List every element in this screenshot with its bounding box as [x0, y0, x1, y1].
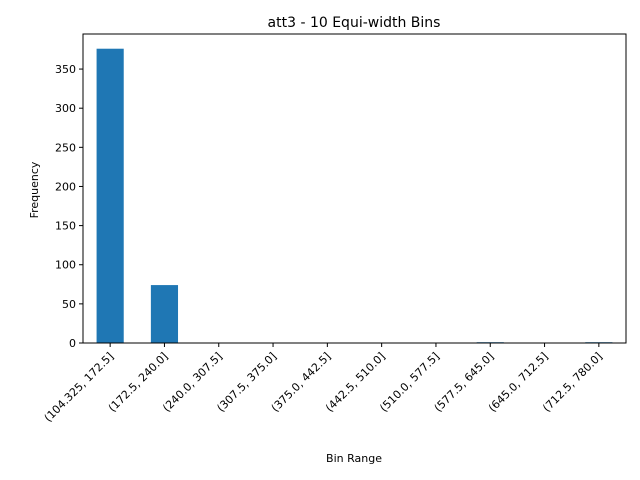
- y-tick-label-7: 350: [55, 63, 76, 76]
- y-tick-label-5: 250: [55, 141, 76, 154]
- bar-0: [96, 48, 124, 344]
- y-tick-label-2: 100: [55, 259, 76, 272]
- plot-frame: [82, 33, 627, 344]
- x-tick-label-0: (104.325, 172.5]: [42, 350, 117, 425]
- x-axis-label: Bin Range: [326, 452, 382, 465]
- y-axis-ticks: 0 50 100 150 200 250 300 350: [55, 63, 83, 350]
- y-tick-label-6: 300: [55, 102, 76, 115]
- bars-group: [96, 48, 613, 344]
- bar-1: [150, 285, 179, 343]
- y-tick-label-0: 0: [69, 337, 76, 350]
- y-tick-label-3: 150: [55, 220, 76, 233]
- y-axis-label: Frequency: [28, 161, 41, 218]
- y-tick-label-1: 50: [62, 298, 76, 311]
- chart-title: att3 - 10 Equi-width Bins: [268, 15, 441, 31]
- x-axis-ticks: (104.325, 172.5](172.5, 240.0](240.0, 30…: [42, 343, 605, 425]
- y-tick-label-4: 200: [55, 180, 76, 193]
